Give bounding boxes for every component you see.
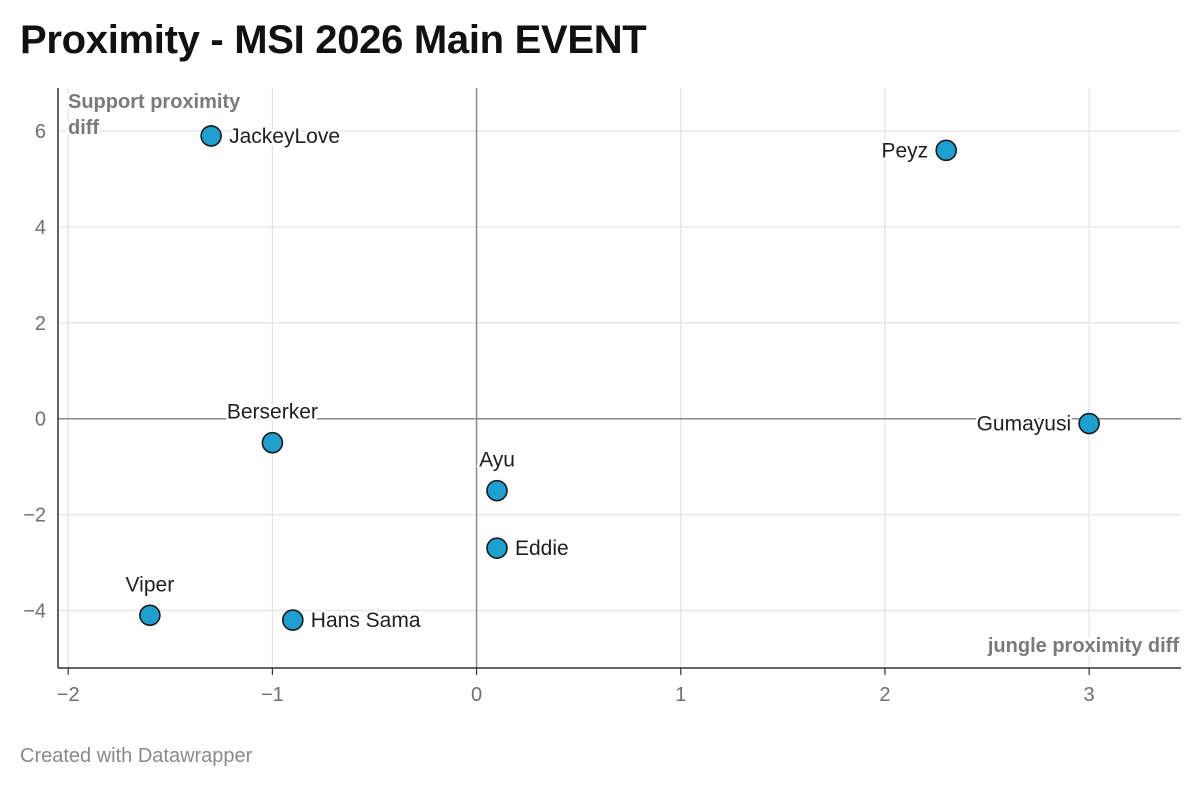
point-label: Eddie: [515, 537, 569, 560]
data-point: [200, 125, 222, 147]
y-tick-label: 6: [35, 121, 46, 143]
y-tick-label: 0: [35, 409, 46, 431]
x-tick-label: 2: [879, 684, 890, 706]
x-tick-label: 3: [1084, 684, 1095, 706]
point-label: Berserker: [227, 401, 318, 424]
data-points: [139, 125, 1100, 631]
axes: Support proximity diff jungle proximity di…: [57, 88, 1182, 675]
point-label: Peyz: [882, 139, 929, 162]
point-label: JackeyLove: [229, 125, 340, 148]
data-point: [1078, 412, 1100, 435]
data-point: [935, 139, 957, 162]
point-label: Gumayusi: [977, 413, 1072, 436]
chart-title: Proximity - MSI 2026 Main EVENT: [20, 18, 647, 62]
data-point: [282, 609, 304, 631]
point-label: Hans Sama: [311, 609, 421, 632]
y-tick-label: 2: [35, 313, 46, 335]
data-point: [139, 604, 161, 627]
point-label: Ayu: [479, 449, 515, 472]
y-axis-title-line: diff: [68, 117, 99, 139]
x-axis-title: jungle proximity diff: [987, 635, 1179, 657]
y-tick-label: −2: [23, 505, 46, 527]
x-tick-label: 0: [471, 684, 482, 706]
data-point: [486, 537, 508, 559]
y-tick-label: −4: [23, 600, 46, 622]
y-axis-title-line: Support proximity: [68, 91, 241, 113]
y-axis-title: Support proximity diff: [68, 91, 241, 139]
point-labels: JackeyLove Peyz Berserker Gumayusi Ayu Eddie V…: [123, 122, 1074, 634]
data-point: [486, 479, 508, 502]
x-tick-label: −2: [57, 684, 80, 706]
x-tick-label: −1: [261, 684, 284, 706]
x-tick-label: 1: [675, 684, 686, 706]
point-label: Viper: [126, 573, 175, 596]
tick-labels: −2 −1 0 1 2 3 6 4 2 0 −2 −4: [23, 121, 1094, 706]
footer-credit: Created with Datawrapper: [20, 745, 253, 767]
y-tick-label: 4: [35, 217, 46, 239]
data-point: [261, 431, 284, 454]
grid-lines: [58, 88, 1181, 668]
